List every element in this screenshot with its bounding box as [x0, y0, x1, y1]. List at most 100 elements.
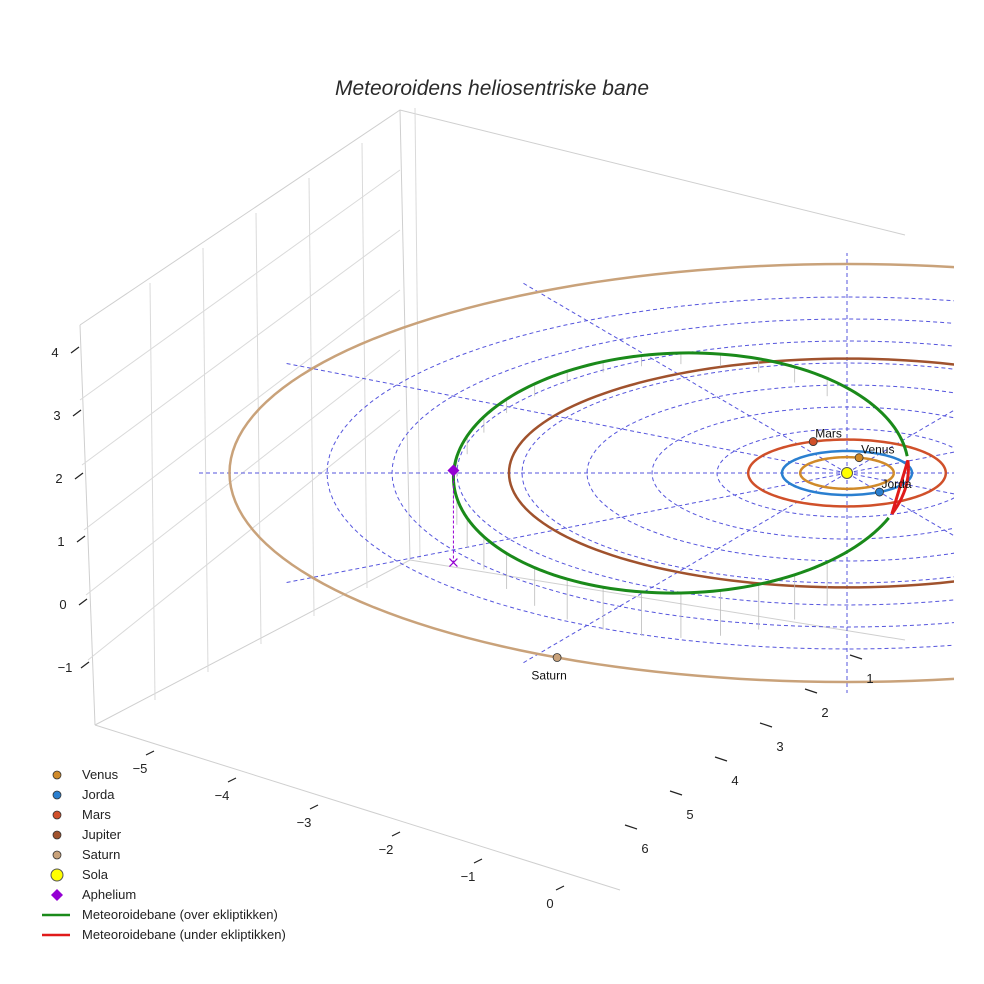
legend-item: Jupiter — [52, 827, 122, 842]
legend-label: Venus — [82, 767, 119, 782]
ecliptic-spoke — [846, 472, 954, 495]
z-tick-mark — [70, 346, 80, 354]
z-tick-label: 0 — [59, 597, 66, 612]
ecliptic-grid — [197, 253, 954, 693]
floor-left-edge — [94, 559, 411, 726]
grid-vertical-line — [308, 177, 315, 617]
y-tick-label: 5 — [686, 807, 693, 822]
legend-swatch-diamond — [51, 889, 63, 901]
y-tick-mark — [759, 722, 773, 728]
z-tick-label: 3 — [53, 408, 60, 423]
z-tick-mark — [74, 472, 84, 480]
legend-swatch-dot — [52, 810, 62, 820]
legend-item: Meteoroidebane (over ekliptikken) — [42, 907, 278, 922]
y-tick-mark — [669, 790, 683, 796]
planet-label-saturn: Saturn — [531, 669, 566, 683]
orbit-venus — [798, 455, 896, 491]
back-vertical-edge — [399, 109, 411, 561]
y-tick-mark — [714, 756, 728, 762]
orbit-drop-lines — [453, 352, 828, 638]
ecliptic-spoke — [283, 362, 848, 474]
y-tick-label: 3 — [776, 739, 783, 754]
grid-vertical-line — [361, 142, 368, 589]
legend-label: Sola — [82, 867, 109, 882]
y-tick-mark — [849, 654, 863, 660]
legend-swatch-dot — [52, 830, 62, 840]
y-tick-label: 1 — [866, 671, 873, 686]
ecliptic-spoke — [283, 472, 848, 584]
grid-vertical-line — [202, 247, 209, 673]
z-tick-mark — [76, 535, 86, 543]
left-pane-edge — [79, 324, 96, 726]
x-tick-label: −4 — [215, 788, 230, 803]
grid-vertical-line — [414, 107, 421, 561]
y-tick-label: 2 — [821, 705, 828, 720]
legend-item: Venus — [52, 767, 119, 782]
x-tick-mark — [145, 750, 155, 756]
meteoroid-orbit — [451, 351, 910, 595]
planet-label-venus: Venus — [861, 443, 894, 457]
z-tick-label: 1 — [57, 534, 64, 549]
legend-label: Jorda — [82, 787, 115, 802]
legend-item: Saturn — [52, 847, 120, 862]
planet-label-mars: Mars — [815, 427, 842, 441]
chart-title: Meteoroidens heliosentriske bane — [335, 77, 649, 100]
y-tick-label: 6 — [641, 841, 648, 856]
z-tick-label: −1 — [58, 660, 73, 675]
x-tick-label: −5 — [133, 761, 148, 776]
grid-vertical-line — [255, 212, 262, 645]
grid-side-line — [83, 289, 401, 531]
grid-vertical-line — [149, 282, 156, 701]
x-tick-mark — [473, 858, 483, 864]
aphelium-projection-marker — [449, 558, 458, 567]
meteoroid-orbit-below — [890, 459, 910, 515]
legend-label: Meteoroidebane (under ekliptikken) — [82, 927, 286, 942]
z-tick-mark — [80, 661, 90, 669]
orbit-saturn — [228, 262, 954, 684]
x-tick-label: 0 — [546, 896, 553, 911]
y-tick-mark — [804, 688, 818, 694]
orbit-jupiter — [507, 357, 954, 589]
legend-swatch-dot — [52, 850, 62, 860]
legend-label: Mars — [82, 807, 111, 822]
sun-marker — [841, 467, 853, 479]
legend-item: Mars — [52, 807, 111, 822]
floor-front-edge — [94, 724, 621, 891]
planet-venus — [854, 453, 864, 463]
legend-swatch-dot — [52, 790, 62, 800]
axes-box — [79, 109, 906, 891]
x-tick-mark — [391, 831, 401, 837]
legend-item: Sola — [50, 867, 109, 882]
grid-side-line — [81, 229, 401, 466]
z-tick-label: 4 — [51, 345, 58, 360]
axis-ticks: −5 −4 −3 −2 −1 0 1 2 3 4 5 6 4 3 2 1 0 −1 — [51, 345, 873, 911]
legend-swatch-dot — [52, 770, 62, 780]
legend-label: Aphelium — [82, 887, 136, 902]
y-tick-label: 4 — [731, 773, 738, 788]
legend-item: Meteoroidebane (under ekliptikken) — [42, 927, 286, 942]
legend-swatch-sun — [50, 868, 64, 882]
grid-side-line — [87, 409, 401, 661]
floor-back-edge — [409, 559, 906, 641]
z-tick-mark — [78, 598, 88, 606]
meteoroid-orbit-above — [451, 351, 909, 595]
ecliptic-spoke — [846, 472, 954, 537]
planet-jorda — [875, 487, 884, 497]
grid-side-line — [79, 169, 401, 401]
legend: Venus Jorda Mars Jupiter Saturn Sola Aphelium M… — [42, 767, 286, 942]
legend-label: Jupiter — [82, 827, 122, 842]
x-tick-mark — [227, 777, 237, 783]
legend-item: Jorda — [52, 787, 115, 802]
z-tick-mark — [72, 409, 82, 417]
planet-label-jorda: Jorda — [882, 477, 912, 491]
planet-mars — [808, 437, 818, 446]
legend-label: Saturn — [82, 847, 120, 862]
x-tick-mark — [555, 885, 565, 891]
x-tick-label: −1 — [461, 869, 476, 884]
legend-item: Aphelium — [51, 887, 136, 902]
legend-label: Meteoroidebane (over ekliptikken) — [82, 907, 278, 922]
orbit-markers: Venus Jorda Mars Saturn — [447, 427, 912, 683]
planet-saturn — [552, 653, 562, 662]
axes-grid — [79, 107, 421, 701]
z-tick-label: 2 — [55, 471, 62, 486]
